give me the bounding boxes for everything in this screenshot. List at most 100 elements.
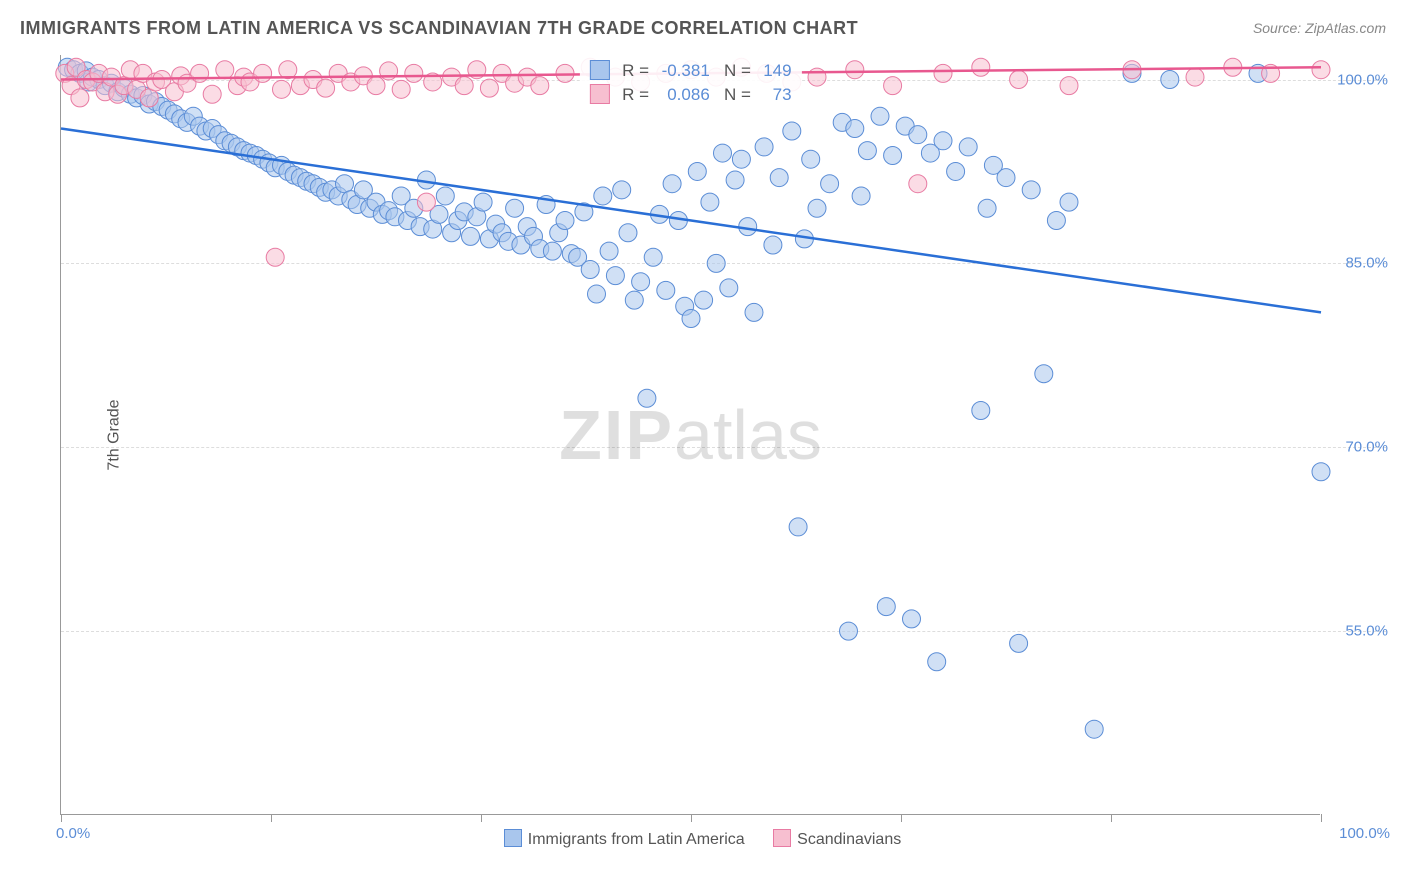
data-point — [846, 120, 864, 138]
data-point — [720, 279, 738, 297]
data-point — [808, 68, 826, 86]
data-point — [877, 598, 895, 616]
data-point — [764, 236, 782, 254]
data-point — [606, 267, 624, 285]
data-point — [594, 187, 612, 205]
data-point — [802, 150, 820, 168]
y-tick-label: 70.0% — [1345, 439, 1388, 456]
data-point — [273, 80, 291, 98]
data-point — [1186, 68, 1204, 86]
data-point — [191, 64, 209, 82]
data-point — [1035, 365, 1053, 383]
data-point — [695, 291, 713, 309]
data-point — [140, 89, 158, 107]
data-point — [871, 107, 889, 125]
data-point — [707, 254, 725, 272]
data-point — [619, 224, 637, 242]
data-point — [71, 89, 89, 107]
data-point — [972, 58, 990, 76]
data-point — [462, 227, 480, 245]
data-point — [846, 61, 864, 79]
data-point — [1312, 61, 1330, 79]
data-point — [216, 61, 234, 79]
data-point — [588, 285, 606, 303]
x-tick — [691, 814, 692, 822]
data-point — [600, 242, 618, 260]
data-point — [203, 85, 221, 103]
data-point — [947, 162, 965, 180]
data-point — [405, 64, 423, 82]
data-point — [701, 193, 719, 211]
data-point — [783, 122, 801, 140]
data-point — [266, 248, 284, 266]
x-tick — [1111, 814, 1112, 822]
data-point — [821, 175, 839, 193]
x-tick — [271, 814, 272, 822]
data-point — [1312, 463, 1330, 481]
data-point — [632, 273, 650, 291]
data-point — [852, 187, 870, 205]
data-point — [367, 77, 385, 95]
chart-title: IMMIGRANTS FROM LATIN AMERICA VS SCANDIN… — [20, 18, 858, 39]
data-point — [858, 142, 876, 160]
data-point — [1022, 181, 1040, 199]
data-point — [732, 150, 750, 168]
data-point — [1060, 193, 1078, 211]
bottom-legend: Immigrants from Latin America Scandinavi… — [61, 829, 1320, 849]
data-point — [1060, 77, 1078, 95]
stats-row-2: R = 0.086 N = 73 — [589, 83, 791, 107]
data-point — [581, 261, 599, 279]
stats-row-1: R = -0.381 N = 149 — [589, 59, 791, 83]
data-point — [909, 126, 927, 144]
data-point — [1161, 71, 1179, 89]
x-tick — [481, 814, 482, 822]
data-point — [770, 169, 788, 187]
data-point — [392, 80, 410, 98]
x-tick — [61, 814, 62, 822]
data-point — [884, 77, 902, 95]
data-point — [455, 77, 473, 95]
data-point — [625, 291, 643, 309]
data-point — [543, 242, 561, 260]
x-tick — [901, 814, 902, 822]
data-point — [644, 248, 662, 266]
data-point — [663, 175, 681, 193]
data-point — [714, 144, 732, 162]
data-point — [745, 303, 763, 321]
data-point — [928, 653, 946, 671]
data-point — [755, 138, 773, 156]
data-point — [480, 79, 498, 97]
y-tick-label: 55.0% — [1345, 623, 1388, 640]
y-tick-label: 85.0% — [1345, 255, 1388, 272]
data-point — [1047, 211, 1065, 229]
data-point — [789, 518, 807, 536]
x-end-label: 100.0% — [1339, 825, 1390, 842]
data-point — [1085, 720, 1103, 738]
data-point — [682, 310, 700, 328]
data-point — [840, 622, 858, 640]
data-point — [336, 175, 354, 193]
data-point — [934, 64, 952, 82]
data-point — [808, 199, 826, 217]
data-point — [688, 162, 706, 180]
data-point — [726, 171, 744, 189]
data-point — [417, 193, 435, 211]
data-point — [978, 199, 996, 217]
data-point — [436, 187, 454, 205]
data-point — [884, 147, 902, 165]
data-point — [1010, 634, 1028, 652]
data-point — [959, 138, 977, 156]
stats-legend: R = -0.381 N = 149 R = 0.086 N = 73 — [579, 55, 801, 111]
data-point — [317, 79, 335, 97]
data-point — [556, 211, 574, 229]
regression-line — [61, 129, 1321, 313]
scatter-svg — [61, 55, 1320, 814]
data-point — [657, 281, 675, 299]
data-point — [254, 64, 272, 82]
data-point — [903, 610, 921, 628]
data-point — [474, 193, 492, 211]
data-point — [934, 132, 952, 150]
data-point — [638, 389, 656, 407]
data-point — [1010, 71, 1028, 89]
source-attribution: Source: ZipAtlas.com — [1253, 20, 1386, 36]
